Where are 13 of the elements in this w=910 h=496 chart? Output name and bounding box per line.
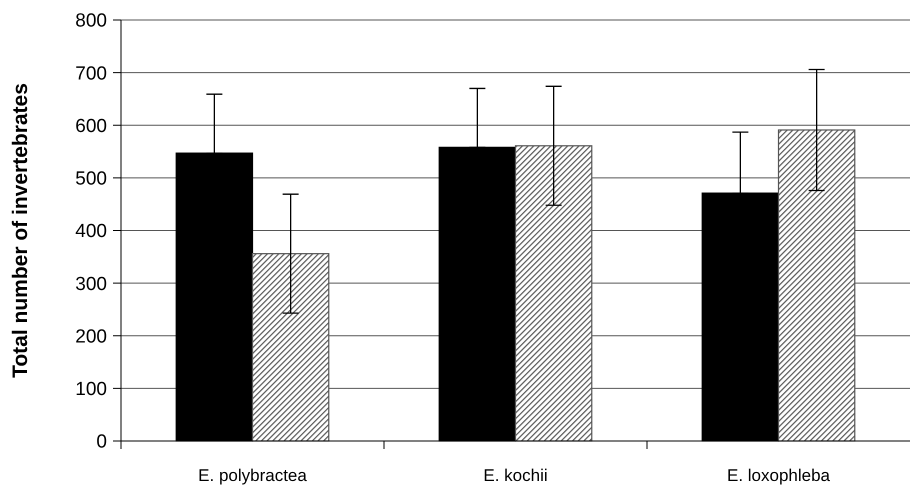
- y-tick-label: 800: [75, 10, 107, 32]
- y-tick-label: 700: [75, 63, 107, 84]
- y-tick-label: 600: [75, 116, 107, 137]
- y-tick-label: 200: [75, 326, 107, 348]
- y-tick-label: 300: [75, 274, 107, 295]
- y-tick-label: 500: [75, 168, 107, 190]
- x-tick-label: E. polybractea: [198, 466, 308, 485]
- x-tick-label: E. kochii: [483, 466, 548, 485]
- y-tick-label: 100: [75, 379, 107, 400]
- y-axis-title: Total number of invertebrates: [9, 83, 32, 378]
- x-tick-label: E. loxophleba: [726, 466, 831, 485]
- y-tick-label: 0: [96, 432, 107, 453]
- y-tick-label: 400: [75, 221, 107, 242]
